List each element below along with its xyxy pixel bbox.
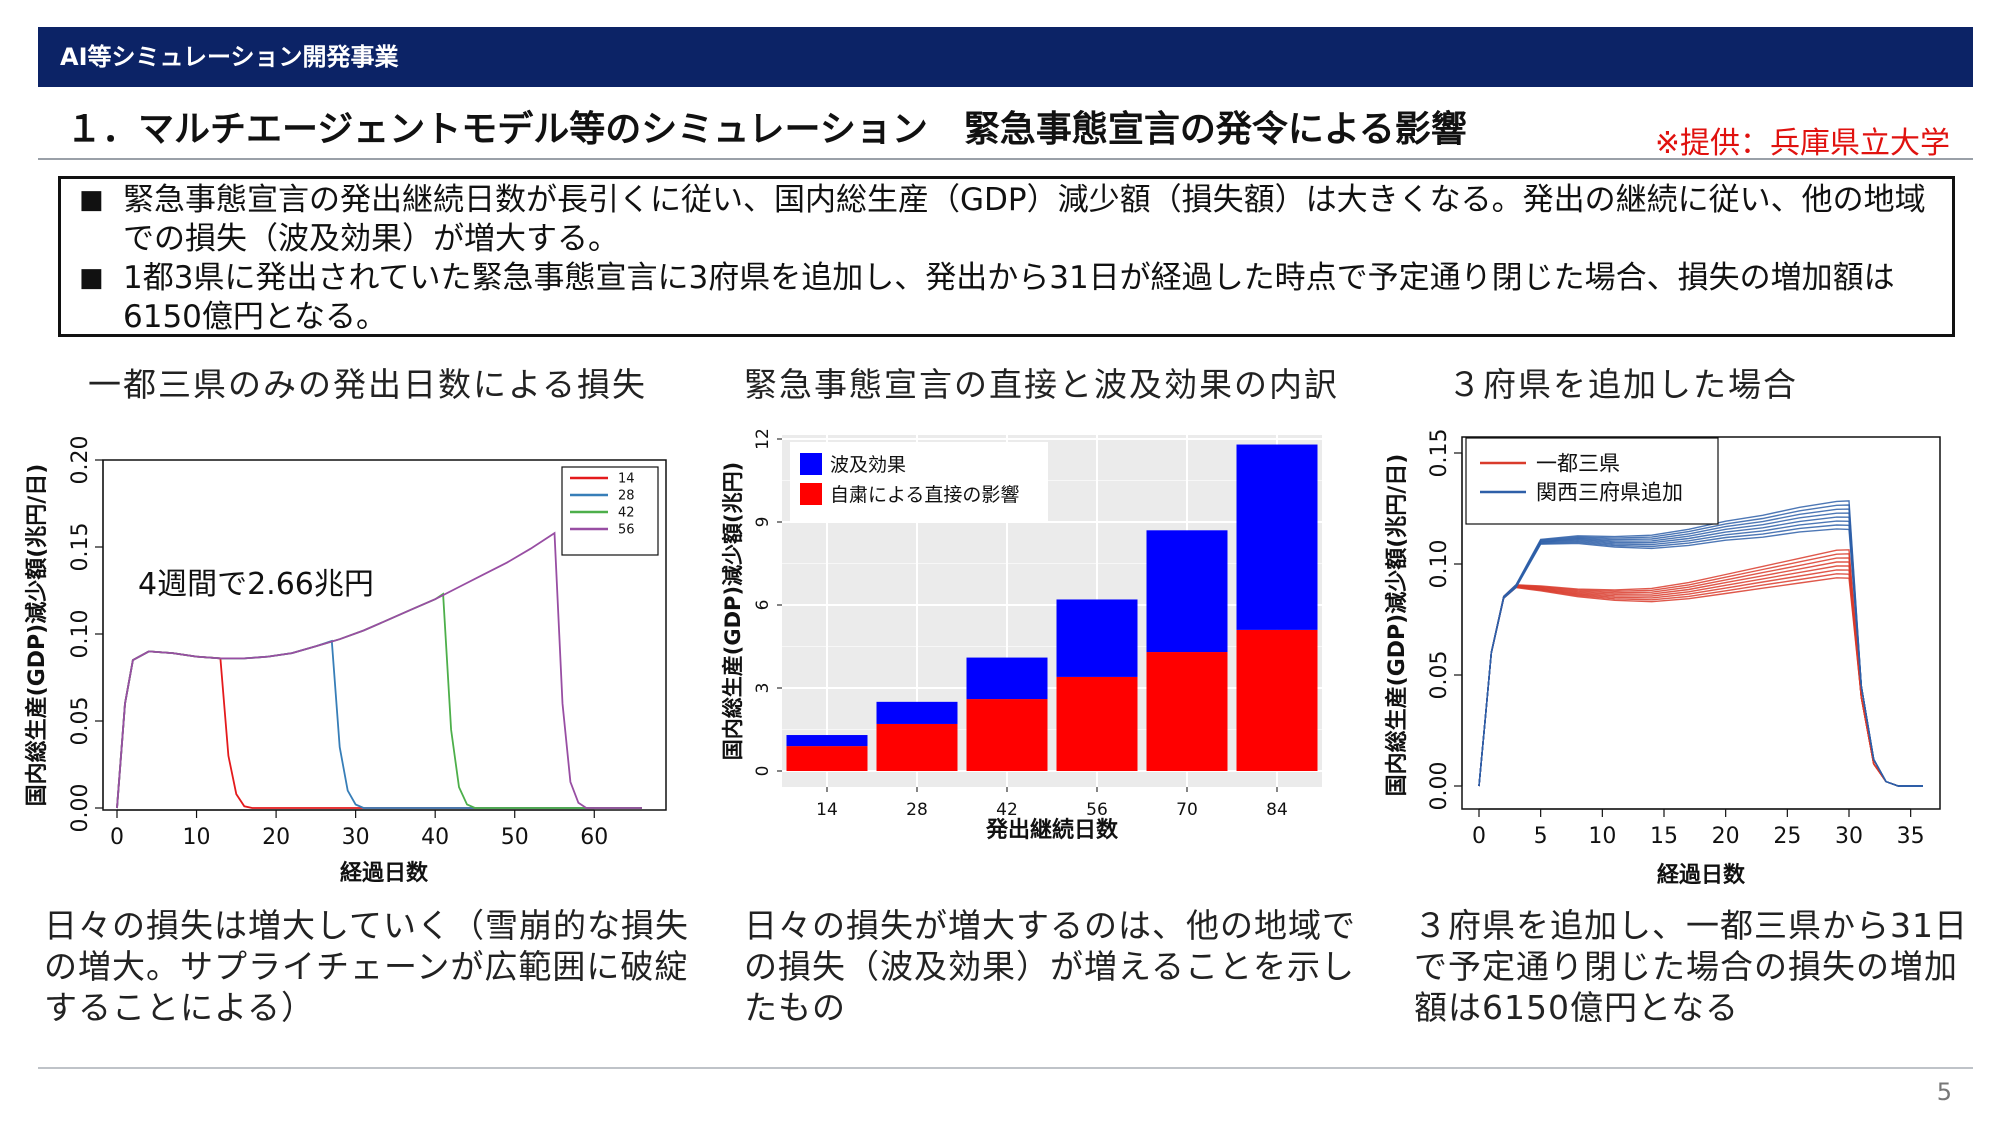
x-axis-label: 経過日数 bbox=[340, 860, 429, 886]
bar-segment bbox=[966, 699, 1048, 771]
page-number: 5 bbox=[1936, 1078, 1952, 1106]
x-tick-label: 42 bbox=[996, 800, 1018, 820]
y-tick-label: 0.10 bbox=[1427, 540, 1452, 589]
bar-segment bbox=[1056, 599, 1138, 677]
bar-segment bbox=[966, 657, 1048, 700]
y-axis-label: 国内総生産(GDP)減少額(兆円/日) bbox=[1384, 454, 1410, 797]
caption-middle: 日々の損失が増大するのは、他の地域での損失（波及効果）が増えることを示したもの bbox=[744, 906, 1356, 1027]
x-tick-label: 20 bbox=[1712, 824, 1740, 849]
header-title: AI等シミュレーション開発事業 bbox=[60, 43, 399, 71]
caption-left: 日々の損失は増大していく（雪崩的な損失の増大。サプライチェーンが広範囲に破綻する… bbox=[44, 906, 690, 1027]
summary-bullet-2: ■ 1都3県に発出されていた緊急事態宣言に3府県を追加し、発出から31日が経過し… bbox=[79, 259, 1934, 337]
x-axis-label: 経過日数 bbox=[1657, 862, 1746, 888]
x-tick-label: 30 bbox=[1835, 824, 1863, 849]
source-credit: ※提供：兵庫県立大学 bbox=[1654, 126, 1950, 161]
x-tick-label: 35 bbox=[1897, 824, 1925, 849]
x-tick-label: 60 bbox=[580, 825, 608, 850]
y-tick-label: 6 bbox=[753, 600, 773, 611]
legend-swatch bbox=[800, 453, 822, 475]
panel-title-middle: 緊急事態宣言の直接と波及効果の内訳 bbox=[744, 365, 1339, 404]
series-line-4 bbox=[116, 531, 642, 809]
added-prefectures-line-chart: 0 5 10 15 20 25 30 35 0.00 0.05 0.10 0.15 一都三県関西三府県… bbox=[1384, 429, 1941, 888]
x-tick-label: 56 bbox=[1086, 800, 1108, 820]
y-axis-label: 国内総生産(GDP)減少額(兆円) bbox=[721, 462, 745, 760]
chart-annotation: 4週間で2.66兆円 bbox=[138, 567, 374, 602]
x-tick-label: 10 bbox=[183, 825, 211, 850]
bullet-square-icon: ■ bbox=[79, 263, 104, 293]
legend-label: 関西三府県追加 bbox=[1536, 480, 1683, 504]
series-line-2 bbox=[1478, 500, 1923, 787]
bar-segment bbox=[876, 723, 958, 771]
summary-bullet-1: ■ 緊急事態宣言の発出継続日数が長引くに従い、国内総生産（GDP）減少額（損失額… bbox=[79, 181, 1934, 259]
header-bar: AI等シミュレーション開発事業 bbox=[38, 27, 1973, 87]
panel-title-right: ３府県を追加した場合 bbox=[1448, 365, 1798, 404]
summary-text-1: 緊急事態宣言の発出継続日数が長引くに従い、国内総生産（GDP）減少額（損失額）は… bbox=[123, 182, 1926, 257]
title-divider bbox=[38, 158, 1973, 160]
bar-segment bbox=[1236, 444, 1318, 630]
summary-box: ■ 緊急事態宣言の発出継続日数が長引くに従い、国内総生産（GDP）減少額（損失額… bbox=[58, 176, 1955, 337]
legend-label: 42 bbox=[618, 506, 635, 521]
x-tick-label: 70 bbox=[1176, 800, 1198, 820]
x-tick-label: 0 bbox=[1472, 824, 1486, 849]
legend-label: 28 bbox=[618, 489, 635, 504]
bar-segment bbox=[1146, 652, 1228, 771]
footer-divider bbox=[38, 1067, 1973, 1069]
bar-segment bbox=[1146, 530, 1228, 653]
x-axis-label: 発出継続日数 bbox=[985, 817, 1119, 843]
y-tick-label: 0.15 bbox=[1427, 429, 1452, 478]
summary-text-2: 1都3県に発出されていた緊急事態宣言に3府県を追加し、発出から31日が経過した時… bbox=[123, 260, 1895, 335]
panel-title-left: 一都三県のみの発出日数による損失 bbox=[88, 365, 648, 404]
x-tick-label: 40 bbox=[421, 825, 449, 850]
y-tick-label: 0.10 bbox=[68, 610, 93, 659]
bar-segment bbox=[1056, 676, 1138, 771]
page-title: １．マルチエージェントモデル等のシミュレーション 緊急事態宣言の発令による影響 bbox=[66, 109, 1467, 150]
y-tick-label: 0.00 bbox=[68, 784, 93, 833]
y-tick-label: 0 bbox=[753, 766, 773, 777]
legend-label: 波及効果 bbox=[830, 454, 906, 476]
x-tick-label: 0 bbox=[110, 825, 124, 850]
x-tick-label: 84 bbox=[1266, 800, 1288, 820]
y-tick-label: 12 bbox=[753, 428, 773, 450]
y-tick-label: 0.00 bbox=[1427, 762, 1452, 811]
x-tick-label: 30 bbox=[342, 825, 370, 850]
x-tick-label: 28 bbox=[906, 800, 928, 820]
bar-segment bbox=[876, 701, 958, 724]
legend-box bbox=[1465, 437, 1719, 525]
y-tick-label: 9 bbox=[753, 517, 773, 528]
y-tick-label: 0.05 bbox=[1427, 651, 1452, 700]
legend-label: 56 bbox=[618, 523, 635, 538]
bar-segment bbox=[786, 746, 868, 771]
bar-segment bbox=[786, 735, 868, 747]
x-tick-label: 20 bbox=[262, 825, 290, 850]
y-tick-label: 0.15 bbox=[68, 523, 93, 572]
x-tick-label: 50 bbox=[501, 825, 529, 850]
legend-label: 14 bbox=[618, 472, 635, 487]
y-axis-label: 国内総生産(GDP)減少額(兆円/日) bbox=[24, 464, 50, 807]
x-tick-label: 5 bbox=[1534, 824, 1548, 849]
y-tick-label: 3 bbox=[753, 683, 773, 694]
legend-label: 一都三県 bbox=[1536, 451, 1620, 475]
legend-label: 自粛による直接の影響 bbox=[830, 484, 1019, 506]
x-tick-label: 14 bbox=[816, 800, 838, 820]
x-tick-label: 10 bbox=[1588, 824, 1616, 849]
daily-loss-line-chart: 0 10 20 30 40 50 60 0.00 0.05 0.10 0.15 0.20 14 28 42… bbox=[24, 436, 667, 886]
legend-box bbox=[790, 442, 1048, 522]
legend-swatch bbox=[800, 483, 822, 505]
x-tick-label: 25 bbox=[1773, 824, 1801, 849]
caption-right: ３府県を追加し、一都三県から31日で予定通り閉じた場合の損失の増加額は6150億… bbox=[1414, 906, 1968, 1027]
bar-segment bbox=[1236, 629, 1318, 771]
x-tick-label: 15 bbox=[1650, 824, 1678, 849]
y-tick-label: 0.05 bbox=[68, 697, 93, 746]
bullet-square-icon: ■ bbox=[79, 185, 104, 215]
y-tick-label: 0.20 bbox=[68, 436, 93, 485]
